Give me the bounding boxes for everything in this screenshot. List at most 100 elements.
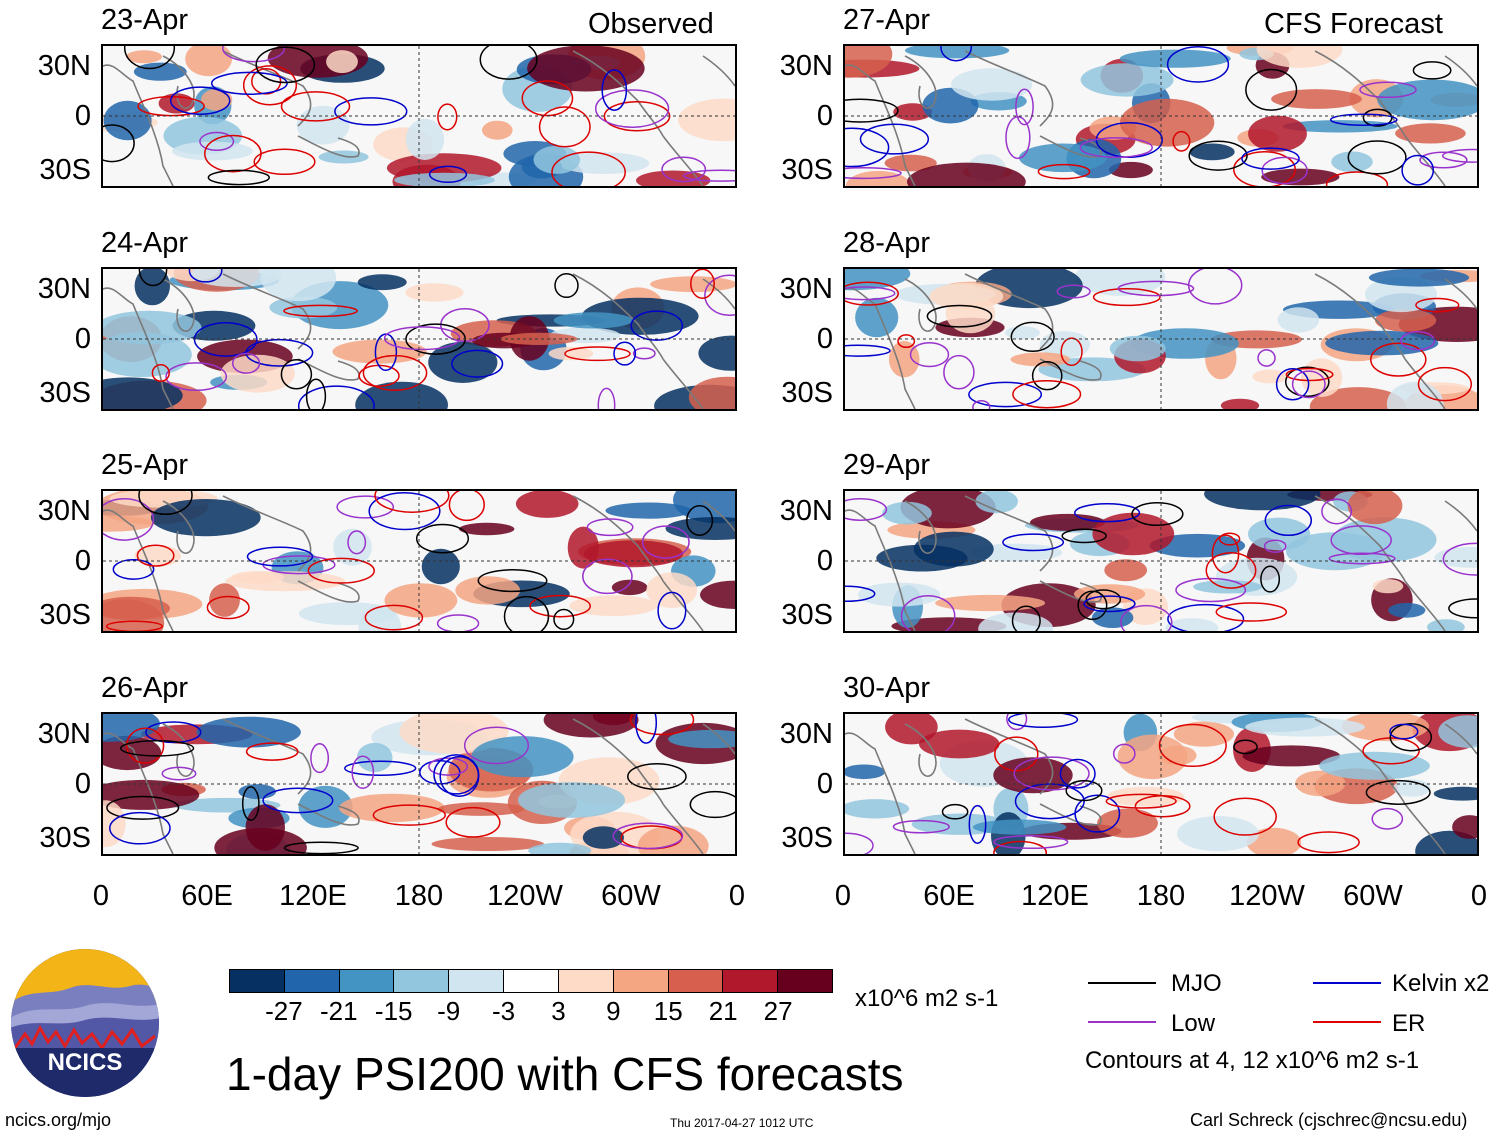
panel-date: 30-Apr [843,672,931,704]
reference-grid [103,269,735,409]
wave-contours [845,714,1433,854]
panel-date: 24-Apr [101,227,189,259]
latitude-label: 30N [37,273,91,305]
colorbar-tick-label: -21 [320,996,358,1026]
latitude-label: 30N [779,495,833,527]
coastlines [845,273,1477,409]
colorbar-segment [558,970,614,992]
latitude-label: 30N [779,50,833,82]
longitude-label: 120E [1021,880,1089,912]
latitude-label: 30S [781,822,833,854]
colorbar-tick-label: -27 [265,996,303,1026]
psi200-map-panel [843,489,1479,633]
colorbar-tick-label: 27 [763,996,793,1026]
footer-author: Carl Schreck (cjschrec@ncsu.edu) [1190,1110,1468,1130]
legend-mjo-line [1088,982,1156,984]
wave-contours [103,46,735,186]
latitude-label: 0 [816,545,833,577]
legend-contours-note: Contours at 4, 12 x10^6 m2 s-1 [1085,1047,1420,1074]
latitude-label: 30S [39,822,91,854]
latitude-label: 0 [74,545,91,577]
latitude-label: 30S [39,599,91,631]
psi200-map-panel [843,712,1479,856]
longitude-label: 180 [1136,880,1186,912]
longitude-label: 0 [728,880,746,912]
colorbar-units: x10^6 m2 s-1 [855,985,999,1012]
colorbar-segment [504,970,559,992]
latitude-label: 0 [816,768,833,800]
longitude-label: 180 [394,880,444,912]
wave-contours [845,269,1473,409]
longitude-label: 60E [923,880,975,912]
wave-contours [106,714,735,854]
colorbar-segment [449,970,505,992]
longitude-label: 120E [279,880,347,912]
footer-timestamp: Thu 2017-04-27 1012 UTC [670,1116,814,1130]
wave-contours [845,498,1477,631]
colorbar-tick-label: 9 [606,996,621,1026]
reference-grid [103,46,735,186]
coastlines [103,273,735,409]
latitude-label: 30S [781,154,833,186]
coastlines [845,50,1477,186]
legend: MJO Kelvin x2 Low ER Contours at 4, 12 x… [1085,965,1500,1075]
latitude-label: 30N [779,718,833,750]
reference-grid [845,491,1477,631]
wave-contours [138,269,735,409]
longitude-label: 0 [834,880,852,912]
legend-low-label: Low [1171,1010,1216,1037]
legend-kelvin-label: Kelvin x2 [1392,970,1490,997]
latitude-label: 0 [74,768,91,800]
latitude-label: 30N [37,718,91,750]
reference-grid [103,714,735,854]
psi200-map-panel [843,267,1479,411]
psi200-map-panel [101,44,737,188]
colorbar-segment [394,970,450,992]
reference-grid [845,46,1477,186]
colorbar-segment [723,970,779,992]
panel-date: 29-Apr [843,449,931,481]
latitude-label: 30N [37,50,91,82]
colorbar [229,969,833,993]
psi200-map-panel [101,267,737,411]
longitude-label: 60E [181,880,233,912]
panel-date: 23-Apr [101,4,189,36]
longitude-label: 60W [601,880,661,912]
observed-column-title: Observed [588,8,714,40]
colorbar-tick-label: -9 [437,996,461,1026]
panel-date: 28-Apr [843,227,931,259]
latitude-label: 30S [781,377,833,409]
psi200-map-panel [101,712,737,856]
colorbar-segment [668,970,724,992]
colorbar-segment [613,970,669,992]
legend-low-line [1088,1021,1156,1023]
colorbar-segment [230,970,285,992]
anomaly-shading [857,491,1477,631]
panel-date: 25-Apr [101,449,189,481]
legend-er-line [1313,1021,1381,1023]
latitude-label: 0 [816,100,833,132]
legend-er-label: ER [1392,1010,1426,1037]
reference-grid [103,491,735,631]
latitude-label: 0 [74,323,91,355]
colorbar-segment [339,970,395,992]
footer-url[interactable]: ncics.org/mjo [5,1110,112,1130]
latitude-label: 30S [39,377,91,409]
forecast-column-title: CFS Forecast [1264,8,1443,40]
longitude-label: 0 [92,880,110,912]
latitude-label: 30S [781,599,833,631]
longitude-label: 0 [1470,880,1488,912]
coastlines [845,495,1477,631]
coastlines [103,495,735,631]
longitude-label: 120W [1229,880,1305,912]
latitude-label: 30N [37,495,91,527]
latitude-label: 0 [816,323,833,355]
longitude-label: 60W [1343,880,1403,912]
logo-text: NCICS [48,1049,123,1076]
ncics-logo: NCICS [10,948,160,1098]
wave-contours [845,46,1477,186]
legend-kelvin-line [1313,982,1381,984]
colorbar-segment [778,970,832,992]
colorbar-tick-label: -15 [374,996,413,1026]
latitude-label: 0 [74,100,91,132]
